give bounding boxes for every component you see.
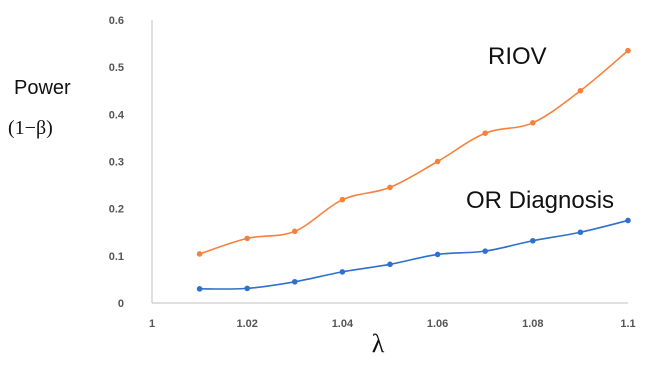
y-tick-label: 0 bbox=[118, 298, 124, 310]
y-tick-label: 0.5 bbox=[109, 62, 124, 74]
data-point-riov bbox=[292, 228, 298, 235]
series-line-or-diagnosis bbox=[199, 219, 629, 290]
data-point-riov bbox=[196, 251, 203, 257]
x-tick-label: 1.06 bbox=[427, 318, 448, 330]
data-point-or-diagnosis bbox=[339, 269, 346, 275]
data-point-riov bbox=[434, 158, 441, 165]
y-tick-label: 0.1 bbox=[109, 251, 124, 263]
y-tick-label: 0.4 bbox=[109, 109, 125, 121]
data-point-riov bbox=[387, 184, 393, 191]
data-point-or-diagnosis bbox=[482, 248, 489, 254]
series-label-or-diagnosis: OR Diagnosis bbox=[466, 187, 614, 214]
data-point-riov bbox=[244, 235, 250, 242]
data-point-or-diagnosis bbox=[434, 251, 441, 258]
x-tick-label: 1 bbox=[149, 318, 155, 330]
x-tick-label: 1.04 bbox=[332, 318, 354, 330]
series-lines bbox=[196, 47, 631, 292]
data-point-or-diagnosis bbox=[577, 229, 584, 236]
data-point-or-diagnosis bbox=[530, 237, 536, 244]
data-point-riov bbox=[339, 196, 346, 203]
y-tick-label: 0.6 bbox=[109, 15, 124, 27]
data-point-or-diagnosis bbox=[625, 217, 631, 224]
y-tick-label: 0.2 bbox=[109, 204, 124, 216]
data-point-riov bbox=[530, 120, 536, 126]
x-axis-label: λ bbox=[372, 329, 385, 358]
data-point-riov bbox=[482, 130, 489, 136]
data-point-riov bbox=[577, 87, 584, 94]
x-tick-label: 1.08 bbox=[522, 318, 543, 330]
y-axis-label-formula: (1−β) bbox=[8, 117, 53, 139]
tick-labels: 0 0.1 0.2 0.3 0.4 0.5 0.6 1 1.02 1.04 1.06 1.08 1.1 bbox=[109, 15, 636, 330]
data-point-riov bbox=[625, 47, 631, 54]
axes bbox=[151, 20, 628, 304]
y-tick-label: 0.3 bbox=[109, 157, 124, 169]
data-point-or-diagnosis bbox=[387, 261, 393, 268]
series-label-riov: RIOV bbox=[488, 43, 547, 70]
x-tick-label: 1.1 bbox=[620, 318, 635, 330]
x-tick-label: 1.02 bbox=[236, 318, 257, 330]
data-point-or-diagnosis bbox=[292, 278, 298, 285]
y-axis-label: Power bbox=[14, 77, 71, 99]
data-point-or-diagnosis bbox=[196, 286, 203, 292]
series-line-riov bbox=[199, 50, 629, 255]
data-point-or-diagnosis bbox=[244, 285, 250, 292]
